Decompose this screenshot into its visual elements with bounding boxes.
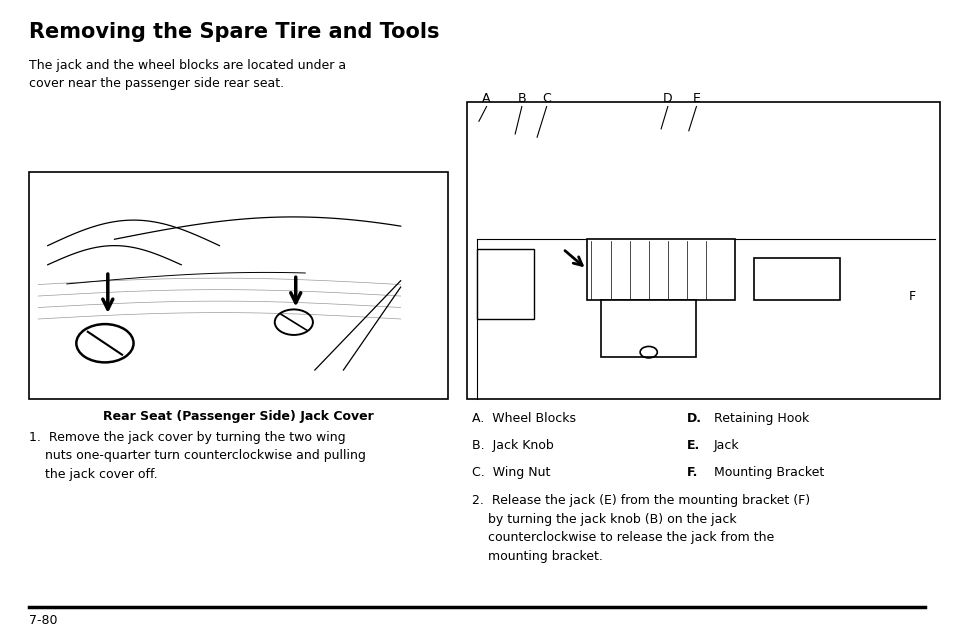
Text: D.: D. <box>686 412 701 424</box>
Text: B.  Jack Knob: B. Jack Knob <box>472 439 554 452</box>
Text: F.: F. <box>686 466 698 479</box>
Text: Retaining Hook: Retaining Hook <box>713 412 808 424</box>
Text: Mounting Bracket: Mounting Bracket <box>713 466 823 479</box>
Bar <box>476 249 534 319</box>
Text: 7-80: 7-80 <box>29 614 57 627</box>
Text: The jack and the wheel blocks are located under a
cover near the passenger side : The jack and the wheel blocks are locate… <box>29 59 345 90</box>
Text: E.: E. <box>686 439 700 452</box>
Text: C: C <box>541 93 551 105</box>
Text: A.  Wheel Blocks: A. Wheel Blocks <box>472 412 576 424</box>
Text: B: B <box>517 93 526 105</box>
Bar <box>753 258 839 300</box>
Bar <box>600 300 696 357</box>
Bar <box>29 172 448 399</box>
Text: 1.  Remove the jack cover by turning the two wing
    nuts one-quarter turn coun: 1. Remove the jack cover by turning the … <box>29 431 365 480</box>
Text: F: F <box>907 290 915 303</box>
Text: Jack: Jack <box>713 439 739 452</box>
Text: 2.  Release the jack (E) from the mounting bracket (F)
    by turning the jack k: 2. Release the jack (E) from the mountin… <box>472 494 809 563</box>
Text: E: E <box>692 93 700 105</box>
Text: Removing the Spare Tire and Tools: Removing the Spare Tire and Tools <box>29 22 438 42</box>
Bar <box>586 239 734 300</box>
Text: C.  Wing Nut: C. Wing Nut <box>472 466 550 479</box>
Text: Rear Seat (Passenger Side) Jack Cover: Rear Seat (Passenger Side) Jack Cover <box>103 410 374 423</box>
Text: D: D <box>662 93 672 105</box>
Text: A: A <box>482 93 490 105</box>
Bar <box>467 102 939 399</box>
